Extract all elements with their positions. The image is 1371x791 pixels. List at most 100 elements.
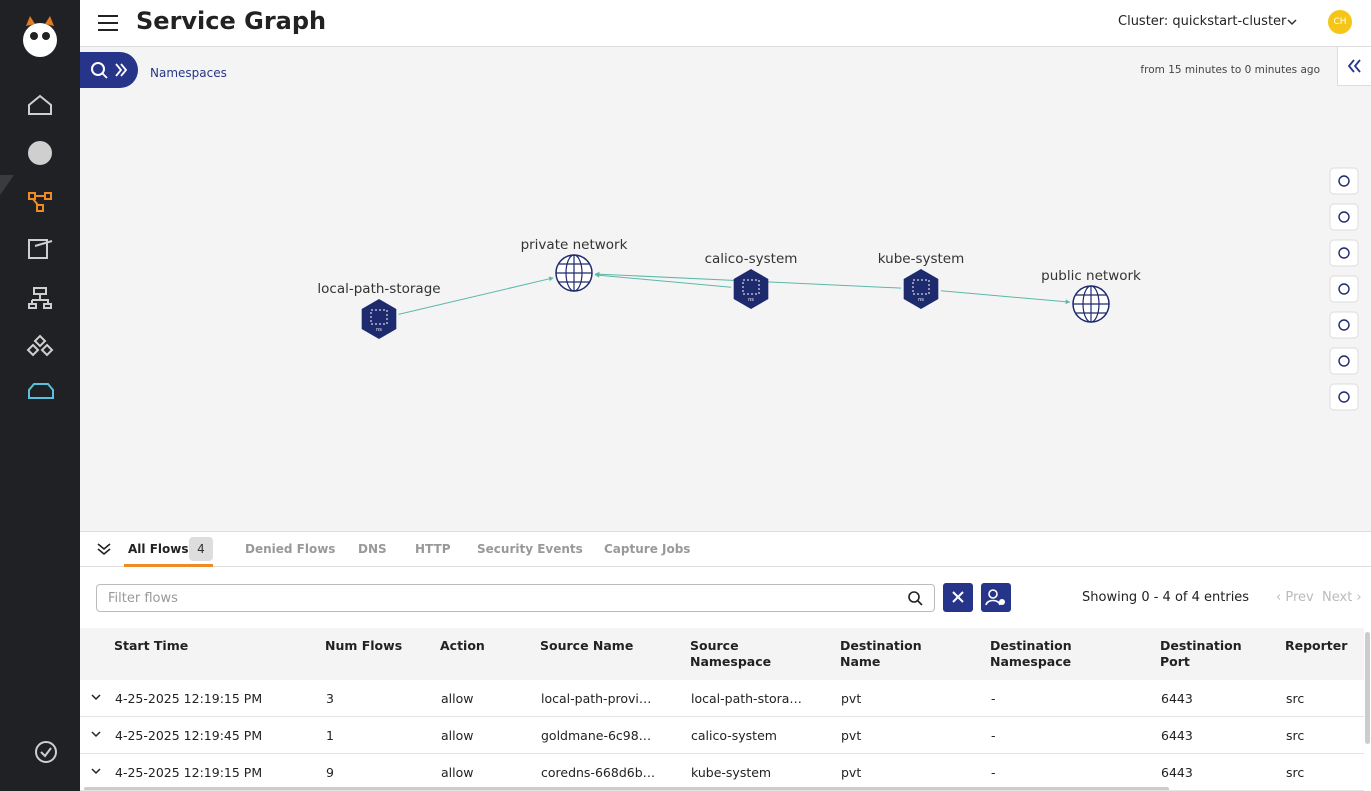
filter-search-icon[interactable]: [907, 590, 923, 606]
table-cell: 3: [326, 691, 334, 706]
column-header[interactable]: Action: [440, 638, 485, 653]
table-cell: 4-25-2025 12:19:45 PM: [115, 728, 263, 743]
search-toggle[interactable]: [80, 52, 138, 88]
table-cell: 9: [326, 765, 334, 780]
globe-lines: [1073, 286, 1109, 322]
column-header[interactable]: Num Flows: [325, 638, 403, 653]
column-header[interactable]: Source Name: [540, 638, 634, 653]
table-cell: coredns-668d6b…: [541, 765, 656, 780]
toolbar-icon: [1338, 211, 1350, 223]
horizontal-scrollbar[interactable]: [84, 787, 1169, 791]
row-expand[interactable]: [90, 767, 102, 777]
table-row[interactable]: [80, 680, 1364, 717]
menu-button[interactable]: [98, 14, 118, 32]
hexagon: [361, 299, 397, 339]
header: [80, 0, 1371, 47]
tab-label[interactable]: Capture Jobs: [604, 542, 691, 556]
vertical-scrollbar[interactable]: [1365, 632, 1370, 744]
column-header[interactable]: Source Namespace: [690, 638, 772, 669]
ns-badge: ns: [918, 297, 924, 303]
toolbar-button[interactable]: [1329, 275, 1359, 303]
status-icon[interactable]: [35, 741, 57, 763]
toolbar-icon: [1338, 391, 1350, 403]
column-header[interactable]: Destination Namespace: [990, 638, 1072, 669]
table-row[interactable]: [80, 717, 1364, 754]
table-cell: allow: [441, 691, 474, 706]
toolbar-button[interactable]: [1329, 203, 1359, 231]
tab-label[interactable]: All Flows: [128, 542, 189, 556]
service-graph-icon[interactable]: [28, 192, 52, 212]
clear-filter[interactable]: [943, 583, 973, 612]
home-icon[interactable]: [28, 94, 52, 115]
network-icon[interactable]: [28, 287, 52, 309]
tab-underline: [124, 564, 213, 567]
graph-node[interactable]: ns kube-system: [878, 251, 965, 309]
tabs-divider: [80, 566, 1371, 567]
table-cell: local-path-stora…: [691, 691, 802, 706]
row-expand[interactable]: [90, 693, 102, 703]
graph-node[interactable]: private network: [521, 237, 628, 292]
status-check: [40, 747, 52, 758]
column-header[interactable]: Reporter: [1285, 638, 1348, 653]
column-settings[interactable]: [981, 583, 1011, 612]
node-label: local-path-storage: [317, 281, 440, 297]
filter-placeholder: Filter flows: [108, 591, 178, 606]
dashboard-icon[interactable]: [28, 141, 52, 165]
table-cell: allow: [441, 728, 474, 743]
column-header[interactable]: Destination Port: [1160, 638, 1242, 669]
node-label: calico-system: [705, 251, 798, 267]
table-cell: goldmane-6c98…: [541, 728, 652, 743]
graph-node[interactable]: ns calico-system: [705, 251, 798, 309]
tab-label[interactable]: Security Events: [477, 542, 583, 556]
panel-collapse[interactable]: [1337, 47, 1371, 86]
globe-lines: [556, 255, 592, 291]
row-expand[interactable]: [90, 730, 102, 740]
table-cell: 6443: [1161, 691, 1193, 706]
toolbar-button[interactable]: [1329, 167, 1359, 195]
graph-edge: [940, 290, 1071, 303]
tab-label[interactable]: HTTP: [415, 542, 451, 556]
ns-square: [912, 279, 930, 295]
graph-edge: [398, 277, 554, 315]
table-cell: kube-system: [691, 765, 772, 780]
graph-edge: [594, 274, 732, 288]
page-title: Service Graph: [136, 7, 327, 35]
table-cell: 6443: [1161, 765, 1193, 780]
table-header: [80, 628, 1364, 680]
table-cell: -: [991, 728, 996, 743]
toolbar-button[interactable]: [1329, 347, 1359, 375]
table-cell: pvt: [841, 728, 862, 743]
tab-badge: 4: [189, 537, 213, 561]
next-button[interactable]: Next ›: [1322, 590, 1362, 605]
flow-icon[interactable]: [28, 383, 54, 399]
table-cell: 1: [326, 728, 334, 743]
edge-arrow: [548, 276, 554, 282]
graph-canvas: ns local-path-storage private network ns cal…: [317, 167, 1359, 411]
cluster-caret: [1287, 19, 1297, 26]
toolbar-button[interactable]: [1329, 311, 1359, 339]
cluster-select[interactable]: Cluster: quickstart-cluster: [1118, 14, 1287, 29]
graph-area: [80, 47, 1371, 531]
prev-button[interactable]: ‹ Prev: [1276, 590, 1314, 605]
breadcrumb[interactable]: Namespaces: [150, 66, 227, 80]
table-cell: 4-25-2025 12:19:15 PM: [115, 765, 263, 780]
nodes-icon[interactable]: [26, 334, 54, 357]
avatar[interactable]: CH: [1328, 10, 1352, 34]
graph-node[interactable]: ns local-path-storage: [317, 281, 441, 339]
graph-node[interactable]: public network: [1041, 268, 1141, 323]
column-header[interactable]: Destination Name: [840, 638, 922, 669]
toolbar-button[interactable]: [1329, 239, 1359, 267]
toolbar-button[interactable]: [1329, 383, 1359, 411]
column-header[interactable]: Start Time: [114, 638, 189, 653]
edge-arrow: [594, 271, 600, 277]
node-label: private network: [521, 237, 628, 253]
table-cell: src: [1286, 691, 1305, 706]
edge-arrow: [1065, 299, 1071, 305]
table-cell: local-path-provi…: [541, 691, 652, 706]
tab-label[interactable]: DNS: [358, 542, 387, 556]
panel-toggle[interactable]: [96, 541, 112, 557]
tab-label[interactable]: Denied Flows: [245, 542, 336, 556]
time-range: from 15 minutes to 0 minutes ago: [1140, 64, 1320, 76]
filter-input[interactable]: [96, 584, 935, 612]
policies-icon[interactable]: [28, 239, 53, 259]
